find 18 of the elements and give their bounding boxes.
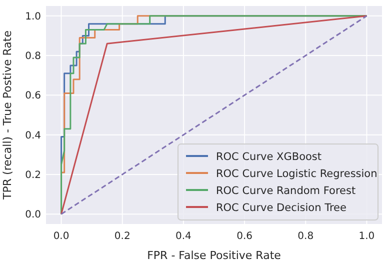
x-tick-label: 0.8 (298, 231, 314, 242)
y-tick-label: 0.6 (25, 90, 41, 102)
y-tick-label: 1.0 (25, 11, 41, 22)
y-tick-label: 0.0 (25, 210, 41, 221)
legend-label: ROC Curve Decision Tree (216, 202, 346, 214)
x-tick-label: 0.2 (114, 231, 130, 242)
legend-label: ROC Curve Random Forest (216, 185, 356, 197)
x-tick-label: 1.0 (358, 231, 375, 242)
y-axis-title: TPR (recall) - True Postive Rate (1, 30, 14, 200)
legend-label: ROC Curve Logistic Regression (216, 168, 378, 180)
x-axis-title: FPR - False Positive Rate (147, 249, 282, 262)
x-tick-label: 0.6 (236, 231, 252, 242)
y-tick-label: 0.2 (25, 170, 41, 181)
y-tick-label: 0.8 (25, 51, 41, 62)
x-tick-label: 0.4 (176, 231, 192, 242)
x-tick-label: 0.0 (53, 231, 70, 242)
legend-label: ROC Curve XGBoost (216, 151, 322, 163)
y-tick-label: 0.4 (25, 130, 41, 142)
